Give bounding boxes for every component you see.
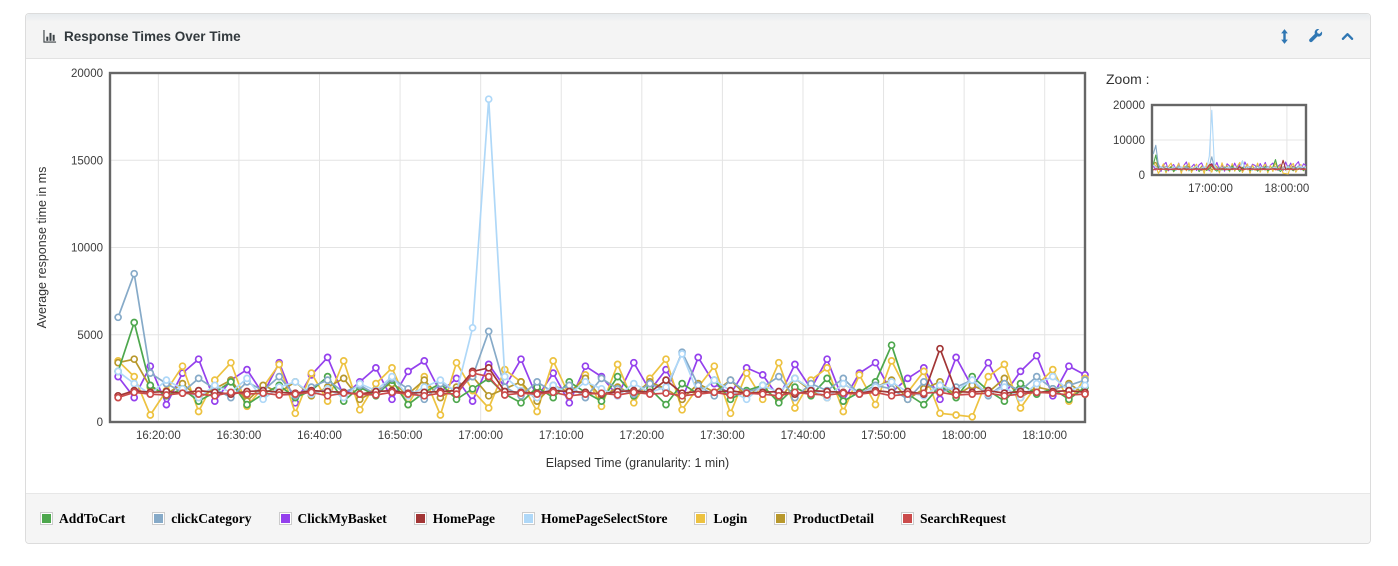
svg-text:20000: 20000 xyxy=(71,68,103,80)
legend-label: ClickMyBasket xyxy=(297,510,387,526)
resize-vertical-icon[interactable] xyxy=(1278,28,1291,44)
x-axis-title: Elapsed Time (granularity: 1 min) xyxy=(545,456,730,470)
legend-swatch xyxy=(278,512,292,525)
legend-swatch xyxy=(413,512,427,525)
svg-text:18:00:00: 18:00:00 xyxy=(1265,183,1310,195)
zoom-label: Zoom : xyxy=(1106,71,1150,87)
svg-text:17:40:00: 17:40:00 xyxy=(781,430,826,442)
svg-text:17:30:00: 17:30:00 xyxy=(700,430,745,442)
legend-label: HomePageSelectStore xyxy=(541,510,668,526)
svg-text:16:30:00: 16:30:00 xyxy=(217,430,262,442)
legend-label: HomePage xyxy=(432,510,495,526)
svg-text:0: 0 xyxy=(97,417,103,429)
collapse-chevron-up-icon[interactable] xyxy=(1341,31,1354,42)
legend-swatch xyxy=(152,512,166,525)
svg-text:10000: 10000 xyxy=(1113,135,1145,147)
legend-item-ProductDetail[interactable]: ProductDetail xyxy=(774,511,874,527)
svg-text:5000: 5000 xyxy=(77,330,103,342)
bar-chart-icon xyxy=(42,29,57,44)
svg-text:10000: 10000 xyxy=(71,243,103,255)
response-times-panel: Response Times Over Time 0 5000 10000 150 xyxy=(25,13,1371,544)
svg-text:16:20:00: 16:20:00 xyxy=(136,430,181,442)
legend-item-AddToCart[interactable]: AddToCart xyxy=(40,511,125,527)
svg-text:Average response time in ms: Average response time in ms xyxy=(35,167,49,329)
zoom-panel: Zoom : 0 10000 20000 17:00:00 18:00:00 xyxy=(1106,71,1336,206)
svg-text:17:50:00: 17:50:00 xyxy=(861,430,906,442)
zoom-overview-chart[interactable]: 0 10000 20000 17:00:00 18:00:00 xyxy=(1106,97,1316,201)
panel-header: Response Times Over Time xyxy=(26,14,1370,59)
legend-label: clickCategory xyxy=(171,510,252,526)
main-chart-area: 0 5000 10000 15000 20000 16:20:00 16:30:00 16:4… xyxy=(30,67,1165,470)
svg-text:20000: 20000 xyxy=(1113,100,1145,112)
svg-text:17:00:00: 17:00:00 xyxy=(458,430,503,442)
legend-swatch xyxy=(900,512,914,525)
panel-body: 0 5000 10000 15000 20000 16:20:00 16:30:00 16:4… xyxy=(26,59,1370,493)
response-times-chart[interactable]: 0 5000 10000 15000 20000 16:20:00 16:30:00 16:4… xyxy=(30,67,1100,449)
legend-label: ProductDetail xyxy=(793,510,874,526)
legend-item-ClickMyBasket[interactable]: ClickMyBasket xyxy=(278,510,387,527)
legend-swatch xyxy=(774,512,788,525)
panel-title-text: Response Times Over Time xyxy=(64,28,241,44)
legend-swatch xyxy=(40,512,53,525)
legend-label: AddToCart xyxy=(59,510,126,526)
svg-text:15000: 15000 xyxy=(71,155,103,167)
legend-item-HomePageSelectStore[interactable]: HomePageSelectStore xyxy=(522,511,667,527)
svg-text:18:00:00: 18:00:00 xyxy=(942,430,987,442)
legend-item-HomePage[interactable]: HomePage xyxy=(413,510,495,527)
legend-swatch xyxy=(694,512,708,525)
svg-text:17:00:00: 17:00:00 xyxy=(1188,183,1233,195)
panel-title: Response Times Over Time xyxy=(42,29,241,44)
legend-item-Login[interactable]: Login xyxy=(694,511,747,527)
svg-text:17:20:00: 17:20:00 xyxy=(619,430,664,442)
panel-footer: AddToCart clickCategory ClickMyBasket HomeP… xyxy=(26,493,1370,543)
settings-wrench-icon[interactable] xyxy=(1309,29,1323,43)
svg-text:16:40:00: 16:40:00 xyxy=(297,430,342,442)
legend-item-clickCategory[interactable]: clickCategory xyxy=(152,510,252,527)
legend-item-SearchRequest[interactable]: SearchRequest xyxy=(900,510,1006,527)
svg-text:17:10:00: 17:10:00 xyxy=(539,430,584,442)
svg-text:0: 0 xyxy=(1139,170,1145,182)
legend-label: Login xyxy=(713,510,748,526)
legend-swatch xyxy=(522,512,535,525)
panel-header-actions xyxy=(1278,28,1354,44)
legend-label: SearchRequest xyxy=(919,510,1006,526)
svg-text:16:50:00: 16:50:00 xyxy=(378,430,423,442)
chart-legend: AddToCart clickCategory ClickMyBasket HomeP… xyxy=(40,511,1033,527)
svg-text:18:10:00: 18:10:00 xyxy=(1022,430,1067,442)
